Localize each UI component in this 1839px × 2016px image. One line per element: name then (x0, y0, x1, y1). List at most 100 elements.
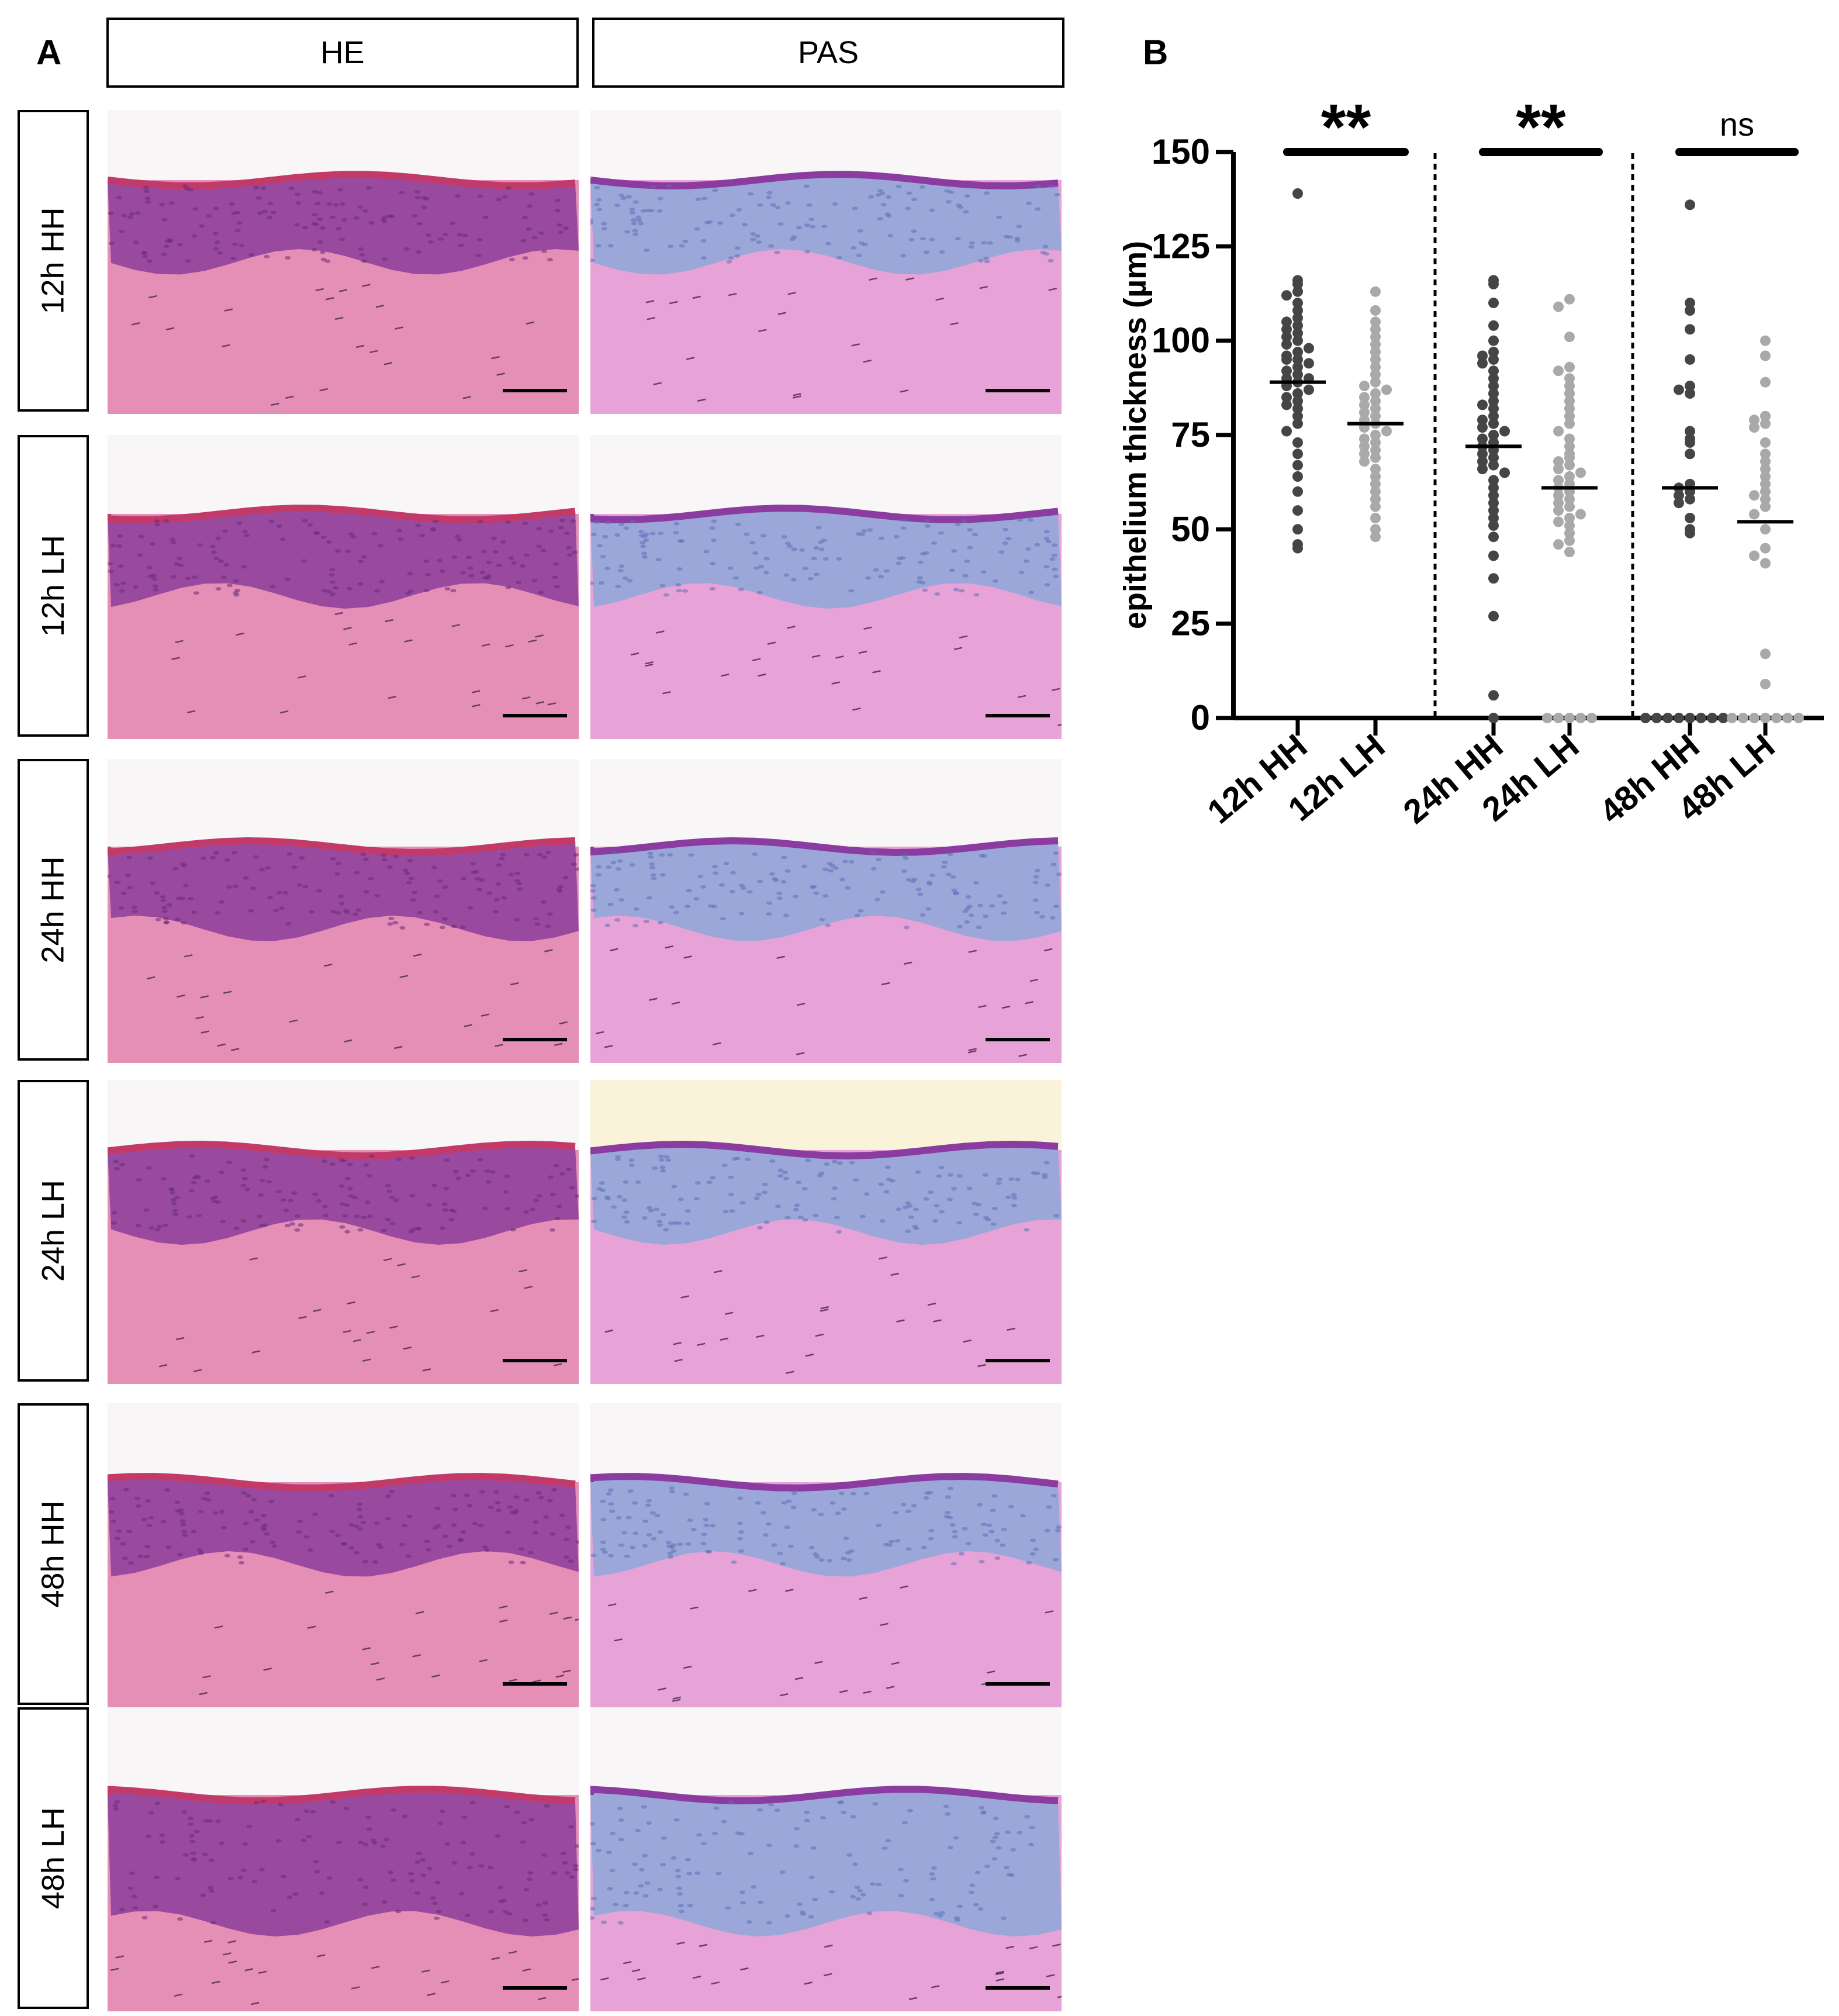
data-point (1749, 422, 1760, 433)
data-point (1370, 493, 1381, 505)
data-point (1477, 433, 1488, 444)
significance-label: ** (1321, 94, 1371, 163)
data-point (1685, 305, 1695, 316)
data-point (1370, 395, 1381, 406)
data-point (1488, 460, 1499, 471)
y-tick-label: 50 (1171, 509, 1210, 548)
data-point (1281, 339, 1292, 350)
data-point (1370, 464, 1381, 475)
data-point (1575, 713, 1586, 723)
data-point (1564, 520, 1575, 531)
data-point (1564, 332, 1575, 343)
data-point (1553, 713, 1564, 723)
data-point (1370, 369, 1381, 380)
data-point (1499, 467, 1510, 478)
data-point (1370, 305, 1381, 316)
data-point (1685, 493, 1695, 505)
data-point (1488, 531, 1499, 543)
data-point (1292, 524, 1303, 535)
row-header-label: 48h HH (36, 1500, 71, 1608)
data-point (1292, 486, 1303, 497)
data-point (1685, 448, 1695, 460)
micrograph-48h-hh-pas (590, 1403, 1062, 1707)
data-point (1281, 426, 1292, 437)
data-point (1370, 430, 1381, 440)
data-point (1292, 403, 1303, 414)
data-point (1727, 713, 1737, 723)
data-point (1488, 418, 1499, 429)
data-point (1564, 501, 1575, 512)
data-point (1292, 361, 1303, 372)
data-point (1359, 392, 1370, 403)
data-point (1488, 520, 1499, 531)
data-point (1553, 475, 1564, 486)
data-point (1760, 350, 1771, 361)
data-point (1488, 452, 1499, 463)
data-point (1553, 490, 1564, 501)
data-point (1292, 327, 1303, 339)
data-point (1685, 713, 1695, 723)
data-point (1477, 415, 1488, 426)
data-point (1564, 433, 1575, 444)
data-point (1370, 478, 1381, 489)
data-point (1685, 354, 1695, 365)
data-point (1488, 498, 1499, 509)
data-point (1685, 437, 1695, 448)
data-point (1370, 354, 1381, 365)
row-header-label: 12h LH (36, 534, 71, 637)
data-point (1370, 501, 1381, 512)
data-point (1707, 713, 1717, 723)
data-point (1370, 452, 1381, 463)
data-point (1292, 188, 1303, 199)
data-point (1477, 456, 1488, 467)
data-point (1292, 312, 1303, 323)
data-point (1718, 713, 1729, 723)
data-point (1488, 381, 1499, 392)
data-point (1575, 467, 1586, 478)
data-point (1586, 713, 1597, 723)
data-point (1488, 278, 1499, 289)
data-point (1760, 471, 1771, 482)
data-point (1359, 433, 1370, 444)
row-header-24h-lh: 24h LH (18, 1080, 89, 1382)
data-point (1292, 305, 1303, 316)
data-point (1281, 316, 1292, 327)
data-point (1370, 410, 1381, 422)
data-point (1760, 524, 1771, 535)
data-point (1477, 358, 1488, 369)
data-point (1370, 316, 1381, 327)
data-point (1370, 513, 1381, 523)
data-point (1564, 513, 1575, 523)
data-point (1749, 550, 1760, 561)
data-point (1488, 410, 1499, 422)
data-point (1760, 486, 1771, 497)
data-point (1553, 365, 1564, 377)
data-point (1359, 448, 1370, 460)
data-point (1359, 407, 1370, 418)
data-point (1674, 498, 1684, 509)
data-point (1370, 339, 1381, 350)
data-point (1292, 320, 1303, 331)
data-point (1292, 448, 1303, 460)
micrograph-24h-hh-pas (590, 759, 1062, 1063)
row-header-label: 24h LH (36, 1179, 71, 1282)
data-point (1488, 403, 1499, 414)
data-point (1674, 384, 1684, 395)
y-tick-label: 25 (1171, 604, 1210, 643)
data-point (1553, 464, 1564, 475)
data-point (1760, 418, 1771, 429)
data-point (1359, 456, 1370, 467)
data-point (1564, 403, 1575, 414)
data-point (1488, 320, 1499, 331)
data-point (1760, 377, 1771, 388)
data-point (1738, 713, 1748, 723)
data-point (1488, 482, 1499, 493)
data-point (1685, 527, 1695, 538)
data-point (1292, 369, 1303, 380)
data-point (1488, 354, 1499, 365)
data-point (1281, 290, 1292, 301)
column-header-pas: PAS (592, 18, 1064, 88)
data-point (1281, 365, 1292, 377)
data-point (1749, 713, 1760, 723)
micrograph-48h-lh-pas (590, 1707, 1062, 2011)
